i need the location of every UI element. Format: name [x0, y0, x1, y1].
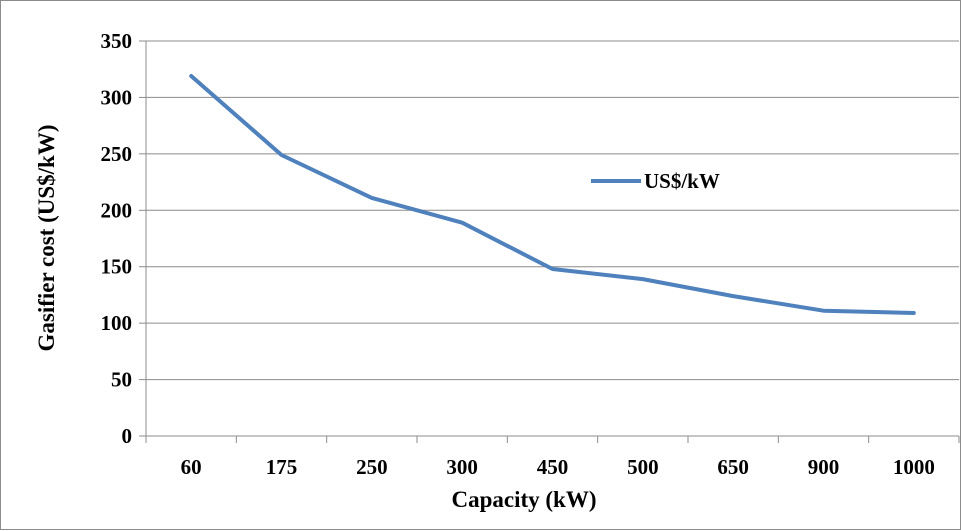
x-tick-label: 250	[356, 455, 388, 479]
x-tick-label: 60	[181, 455, 202, 479]
axes	[139, 40, 960, 443]
y-axis-title: Gasifier cost (US$/kW)	[34, 124, 59, 351]
y-tick-label: 300	[101, 85, 133, 109]
x-tick-labels: 60 175 250 300 450 500 650 900 1000	[181, 455, 935, 479]
series-lines	[189, 74, 916, 315]
x-tick-label: 1000	[893, 455, 935, 479]
x-tick-label: 450	[537, 455, 569, 479]
x-tick-label: 500	[627, 455, 659, 479]
y-tick-labels: 0 50 100 150 200 250 300 350	[101, 29, 133, 448]
legend: US$/kW	[591, 169, 720, 193]
x-tick-label: 650	[717, 455, 749, 479]
series-line	[189, 74, 916, 315]
y-tick-label: 150	[101, 255, 133, 279]
legend-label: US$/kW	[644, 169, 720, 193]
y-tick-label: 50	[111, 368, 132, 392]
y-tick-label: 100	[101, 311, 133, 335]
y-tick-label: 200	[101, 198, 133, 222]
y-tick-label: 350	[101, 29, 133, 53]
y-tick-label: 250	[101, 142, 133, 166]
x-axis-title: Capacity (kW)	[451, 487, 596, 512]
gridlines	[146, 40, 959, 381]
x-tick-label: 900	[808, 455, 840, 479]
y-tick-label: 0	[122, 424, 133, 448]
x-tick-label: 300	[446, 455, 478, 479]
x-tick-label: 175	[266, 455, 298, 479]
